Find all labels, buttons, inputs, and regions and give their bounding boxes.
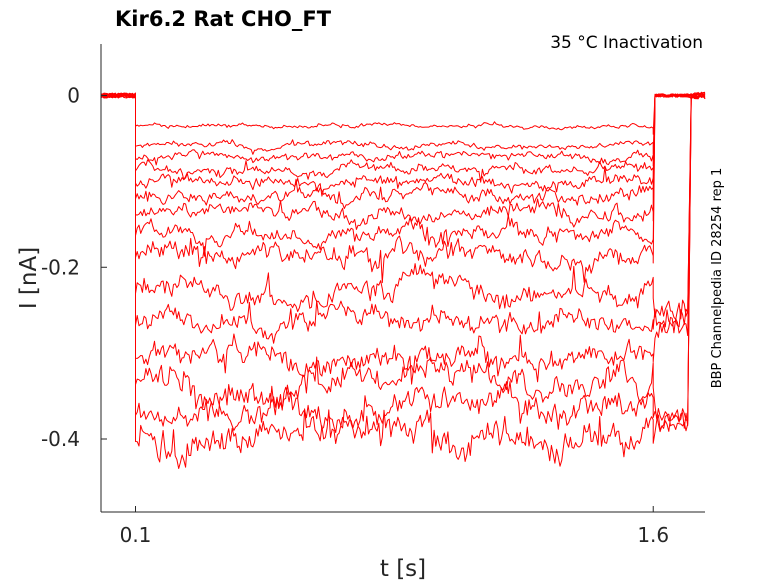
current-trace — [100, 92, 706, 167]
y-tick-label: 0 — [67, 84, 80, 108]
y-tick-label: -0.4 — [41, 427, 80, 451]
y-tick-label: -0.2 — [41, 255, 80, 279]
current-trace — [100, 91, 706, 320]
current-trace — [100, 92, 706, 469]
chart-title: Kir6.2 Rat CHO_FT — [115, 7, 332, 31]
traces-layer — [100, 91, 706, 469]
current-trace — [100, 92, 706, 230]
side-label: BBP Channelpedia ID 28254 rep 1 — [710, 168, 725, 389]
current-trace — [100, 92, 706, 394]
axes-layer — [100, 44, 705, 513]
condition-label: 35 °C Inactivation — [550, 33, 703, 53]
ticks-layer: 0.1 1.6 0 -0.2 -0.4 — [41, 84, 669, 547]
current-trace — [100, 91, 706, 135]
current-trace — [100, 91, 706, 422]
x-tick-label: 1.6 — [637, 523, 669, 547]
current-trace — [100, 93, 706, 439]
current-trace — [100, 92, 706, 197]
current-trace — [100, 92, 706, 155]
x-axis-label: t [s] — [380, 556, 426, 582]
current-trace — [100, 93, 706, 344]
y-axis-label: I [nA] — [16, 247, 42, 309]
x-tick-label: 0.1 — [120, 523, 152, 547]
current-trace — [100, 92, 706, 257]
current-trace — [100, 91, 706, 183]
current-trace — [100, 92, 706, 284]
current-trace — [100, 92, 706, 209]
